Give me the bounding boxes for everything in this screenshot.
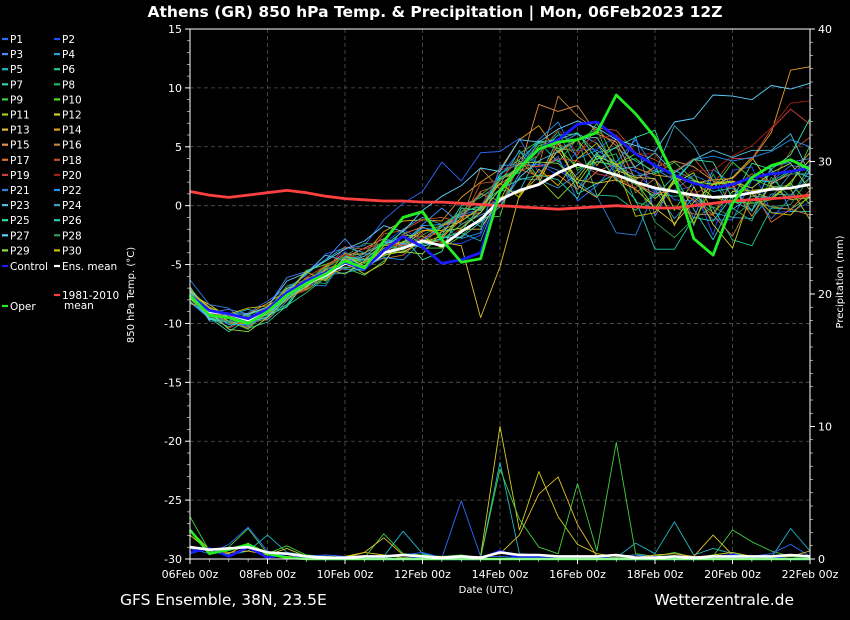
legend-label: P29 — [10, 245, 30, 257]
legend-label: P26 — [62, 215, 82, 227]
legend-label: Oper — [10, 301, 36, 313]
y-tick-label: -25 — [164, 494, 182, 507]
series-oper — [188, 93, 811, 325]
y2-axis-ticks: 40 30 20 10 0 — [810, 23, 832, 566]
y-tick-label: -15 — [164, 376, 182, 389]
x-tick-label: 08Feb 00z — [239, 568, 296, 581]
y-axis-ticks: 15 10 5 0 -5 -10 -15 -20 -25 -30 — [164, 23, 190, 566]
legend-label: P17 — [10, 155, 30, 167]
x-tick-label: 20Feb 00z — [704, 568, 761, 581]
precip-lines — [188, 426, 811, 561]
y2-tick-label: 10 — [818, 421, 832, 434]
y-axis-label: 850 hPa Temp. (°C) — [126, 247, 137, 343]
footer-right: Wetterzentrale.de — [654, 591, 794, 609]
y2-axis-label: Precipitation (mm) — [835, 235, 846, 328]
legend-label: P18 — [62, 155, 82, 167]
legend-label: P24 — [62, 200, 82, 212]
member-line — [189, 82, 811, 321]
legend-label: P12 — [62, 110, 82, 122]
legend-label: P30 — [62, 245, 82, 257]
main-lines — [188, 93, 811, 325]
x-tick-label: 22Feb 00z — [782, 568, 839, 581]
x-tick-label: 06Feb 00z — [162, 568, 219, 581]
legend-label: P23 — [10, 200, 30, 212]
y2-tick-label: 30 — [818, 156, 832, 169]
x-tick-label: 12Feb 00z — [394, 568, 451, 581]
legend-label: P1 — [10, 34, 23, 46]
y-tick-label: 15 — [168, 23, 182, 36]
x-tick-label: 18Feb 00z — [627, 568, 684, 581]
precip-member-line — [189, 461, 811, 559]
y-tick-label: -20 — [164, 435, 182, 448]
member-line — [189, 121, 811, 326]
legend-label: P2 — [62, 34, 75, 46]
legend-label: Control — [10, 261, 48, 273]
y-tick-label: -10 — [164, 317, 182, 330]
legend-label: P19 — [10, 170, 30, 182]
series-1981-2010-mean — [189, 188, 811, 211]
member-line — [189, 145, 811, 319]
legend: P1 P2 P3 P4 P5 P6 P7 P8 P9 P10 P11 P12 P13 P14 P15 P16 P… — [2, 34, 119, 313]
legend-label: P8 — [62, 79, 75, 91]
legend-label: Ens. mean — [62, 261, 117, 273]
x-axis-ticks: 06Feb 00z 08Feb 00z 10Feb 00z 12Feb 00z 14Fe… — [162, 559, 839, 581]
legend-label: P22 — [62, 185, 82, 197]
legend-label: P13 — [10, 125, 30, 137]
y2-tick-label: 0 — [818, 553, 825, 566]
legend-label: P9 — [10, 94, 23, 106]
y-tick-label: 0 — [175, 200, 182, 213]
precip-member-line — [189, 476, 811, 559]
legend-label: P25 — [10, 215, 30, 227]
y-tick-label: 10 — [168, 82, 182, 95]
y-tick-label: 5 — [175, 141, 182, 154]
member-line — [189, 118, 811, 328]
legend-label: P4 — [62, 49, 75, 61]
x-axis-label: Date (UTC) — [459, 585, 514, 596]
precip-line-ens-mean — [189, 545, 811, 560]
legend-label: P6 — [62, 64, 75, 76]
legend-label: P10 — [62, 94, 82, 106]
y-tick-label: -5 — [171, 259, 182, 272]
legend-label: P7 — [10, 79, 23, 91]
y2-tick-label: 20 — [818, 288, 832, 301]
member-line — [189, 133, 810, 316]
legend-label: P14 — [62, 125, 82, 137]
legend-label: P28 — [62, 230, 82, 242]
member-line — [189, 155, 811, 333]
legend-label: P16 — [62, 140, 82, 152]
footer-left: GFS Ensemble, 38N, 23.5E — [120, 591, 327, 609]
legend-label: P5 — [10, 64, 23, 76]
x-tick-label: 16Feb 00z — [549, 568, 606, 581]
legend-label: P15 — [10, 140, 30, 152]
x-tick-label: 10Feb 00z — [317, 568, 374, 581]
y-tick-label: -30 — [164, 553, 182, 566]
legend-label-cont: mean — [64, 300, 94, 312]
legend-label: P3 — [10, 49, 23, 61]
legend-label: P21 — [10, 185, 30, 197]
legend-label: P20 — [62, 170, 82, 182]
legend-label: P27 — [10, 230, 30, 242]
legend-label: 1981-2010 — [62, 290, 119, 302]
y2-tick-label: 40 — [818, 23, 832, 36]
x-tick-label: 14Feb 00z — [472, 568, 529, 581]
legend-label: P11 — [10, 110, 30, 122]
member-line — [189, 128, 811, 323]
chart-title: Athens (GR) 850 hPa Temp. & Precipitatio… — [148, 3, 723, 22]
